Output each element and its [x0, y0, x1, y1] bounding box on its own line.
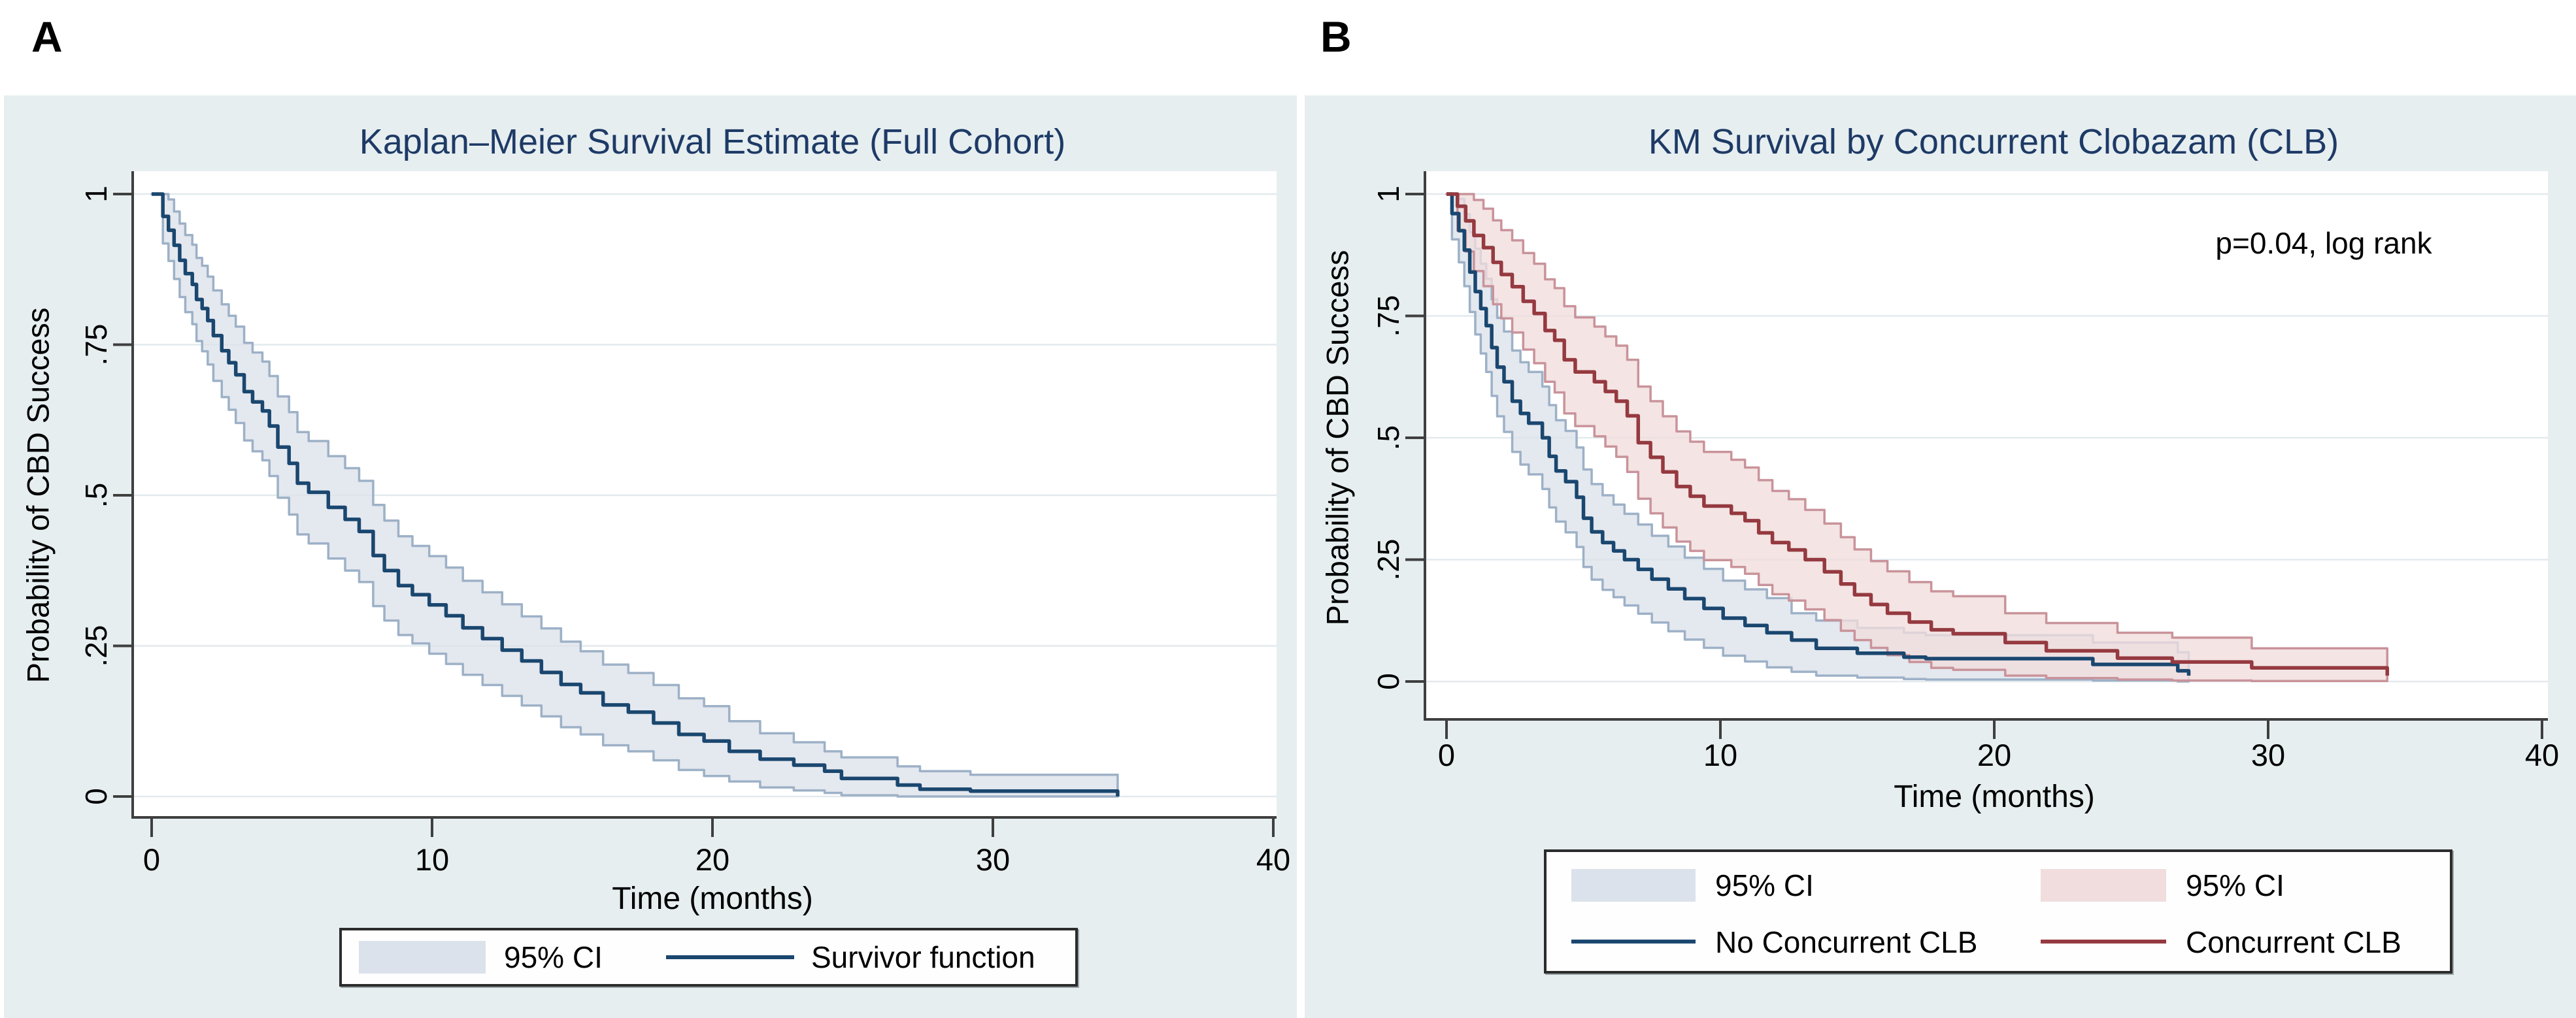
panel-a-letter: A [31, 12, 63, 61]
clb-ci-band-swatch [2041, 869, 2166, 902]
legend-label-ci: 95% CI [504, 940, 603, 974]
x-tick-label: 40 [1256, 842, 1290, 877]
legend-label-clb: Concurrent CLB [2186, 925, 2401, 959]
y-tick-label: 0 [79, 788, 113, 805]
y-tick-label: .75 [79, 324, 113, 366]
survival-step-line-survivor-function [152, 192, 1120, 796]
survivor-line-sample [666, 955, 794, 959]
x-tick-label: 10 [415, 842, 449, 877]
y-tick-label: 1 [79, 186, 113, 203]
survival-step-line-concurrent-clb [1447, 192, 2390, 676]
ci-band-concurrent-clb [1445, 193, 2389, 682]
panel-b-x-axis-title: Time (months) [1894, 780, 2095, 814]
y-tick-label: .25 [79, 625, 113, 667]
y-tick-label: .75 [1371, 295, 1405, 337]
x-tick-label: 30 [2251, 738, 2285, 772]
clb-line-sample [2041, 940, 2166, 944]
no-clb-ci-band-swatch [1571, 869, 1696, 902]
x-tick-label: 0 [143, 842, 160, 877]
legend-label-ci-no-clb: 95% CI [1715, 868, 1814, 902]
x-tick-label: 20 [1977, 738, 2011, 772]
legend-label-no-clb: No Concurrent CLB [1715, 925, 1978, 959]
y-tick-label: .5 [79, 483, 113, 508]
panel-a-x-axis-title: Time (months) [612, 881, 813, 916]
panel-b-letter: B [1320, 12, 1352, 61]
x-tick-label: 20 [695, 842, 729, 877]
panel-b-y-axis-title: Probability of CBD Success [1320, 250, 1355, 626]
y-tick-label: .25 [1371, 539, 1405, 581]
x-tick-label: 40 [2525, 738, 2559, 772]
y-tick-label: 0 [1371, 673, 1405, 690]
panel-a-y-axis-title: Probability of CBD Success [20, 307, 56, 683]
x-tick-label: 30 [976, 842, 1010, 877]
legend-label-ci-clb: 95% CI [2186, 868, 2284, 902]
panel-a-legend: 95% CI Survivor function [339, 928, 1078, 987]
legend-label-survivor: Survivor function [811, 940, 1035, 974]
panel-b-title: KM Survival by Concurrent Clobazam (CLB) [1648, 122, 2339, 161]
survival-step-line-no-concurrent-clb [1447, 192, 2191, 676]
y-tick-label: 1 [1371, 186, 1405, 203]
log-rank-p-value: p=0.04, log rank [2215, 226, 2432, 260]
y-tick-label: .5 [1371, 425, 1405, 450]
panel-a-title: Kaplan–Meier Survival Estimate (Full Coh… [359, 122, 1066, 161]
x-tick-label: 10 [1703, 738, 1737, 772]
x-tick-label: 0 [1438, 738, 1455, 772]
ci-band-swatch [359, 941, 486, 974]
panel-b-legend: 95% CI 95% CI No Concurrent CLB Concurre… [1544, 849, 2452, 974]
ci-band-survivor-function [150, 193, 1119, 798]
no-clb-line-sample [1571, 940, 1696, 944]
